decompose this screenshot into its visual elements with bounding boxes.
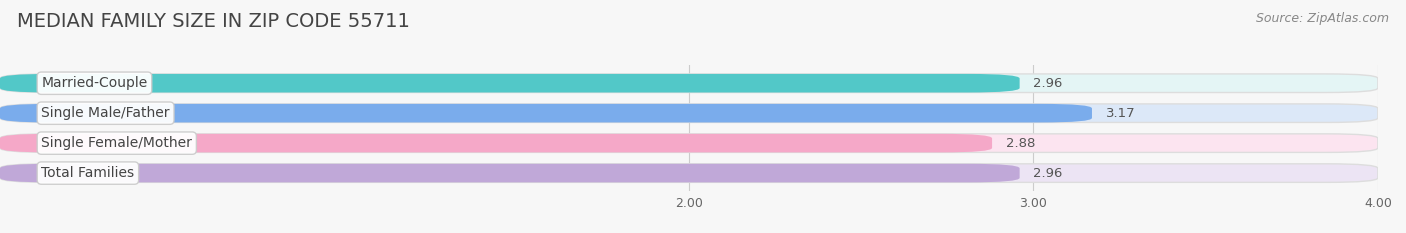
Text: 2.96: 2.96: [1033, 77, 1063, 90]
Text: 2.96: 2.96: [1033, 167, 1063, 180]
FancyBboxPatch shape: [0, 164, 1378, 182]
FancyBboxPatch shape: [0, 104, 1092, 123]
Text: Married-Couple: Married-Couple: [41, 76, 148, 90]
FancyBboxPatch shape: [0, 74, 1378, 93]
FancyBboxPatch shape: [0, 134, 1378, 152]
Text: 2.88: 2.88: [1005, 137, 1035, 150]
FancyBboxPatch shape: [0, 74, 1019, 93]
FancyBboxPatch shape: [0, 164, 1019, 182]
FancyBboxPatch shape: [0, 104, 1378, 123]
Text: MEDIAN FAMILY SIZE IN ZIP CODE 55711: MEDIAN FAMILY SIZE IN ZIP CODE 55711: [17, 12, 409, 31]
FancyBboxPatch shape: [0, 134, 993, 152]
Text: 3.17: 3.17: [1105, 107, 1136, 120]
Text: Single Male/Father: Single Male/Father: [41, 106, 170, 120]
Text: Total Families: Total Families: [41, 166, 135, 180]
Text: Source: ZipAtlas.com: Source: ZipAtlas.com: [1256, 12, 1389, 25]
Text: Single Female/Mother: Single Female/Mother: [41, 136, 193, 150]
